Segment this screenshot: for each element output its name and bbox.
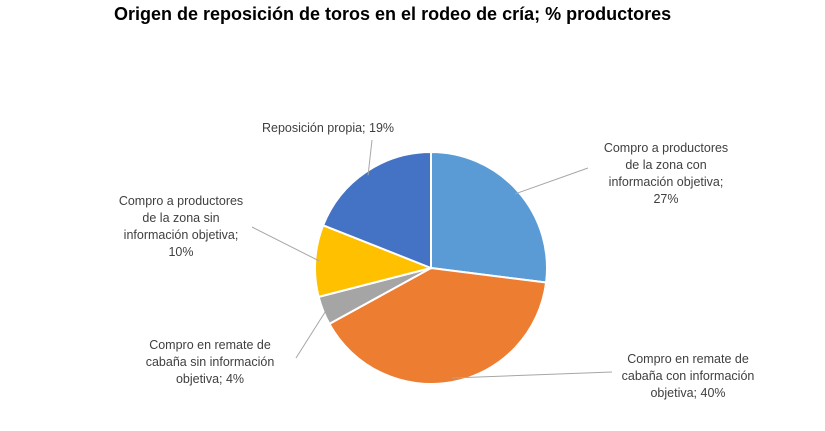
slice-label-zona-con-info: Compro a productores de la zona con info…	[603, 141, 729, 206]
slice-label-zona-sin-info: Compro a productores de la zona sin info…	[118, 194, 244, 259]
slice-remate-con-info	[327, 266, 548, 385]
leader-line	[251, 226, 320, 262]
chart-title: Origen de reposición de toros en el rode…	[114, 4, 672, 24]
leader-line	[295, 308, 328, 359]
slice-zona-sin-info	[314, 223, 435, 299]
slice-label-remate-con-info: Compro en remate de cabaña con informaci…	[621, 352, 755, 400]
slice-label-remate-sin-info: Compro en remate de cabaña sin informaci…	[145, 338, 275, 386]
slice-label-reposicion-propia: Reposición propia; 19%	[261, 121, 395, 135]
leader-line	[514, 167, 589, 195]
slice-zona-con-info	[430, 150, 548, 284]
leader-line	[367, 139, 373, 176]
slice-reposicion-propia	[321, 150, 432, 270]
leader-line	[451, 371, 613, 379]
